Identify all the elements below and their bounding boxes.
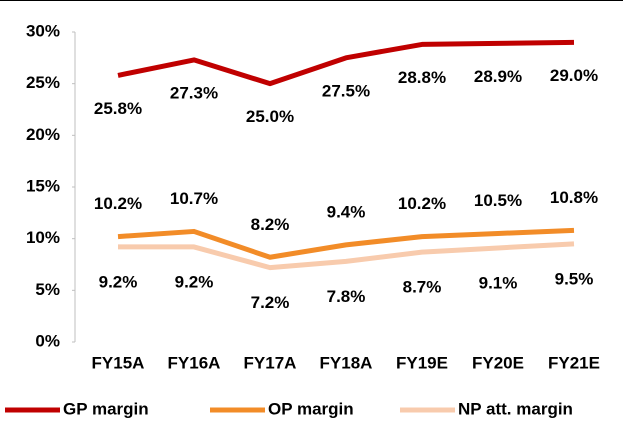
data-label: 9.4%	[327, 202, 366, 221]
data-label: 10.8%	[550, 188, 598, 207]
data-label: 8.7%	[403, 278, 442, 297]
data-label: 28.9%	[474, 67, 522, 86]
data-label: 27.5%	[322, 81, 370, 100]
data-label: 10.2%	[94, 194, 142, 213]
y-tick-label: 10%	[26, 228, 60, 247]
x-tick-label: FY19E	[396, 353, 448, 372]
legend-label: OP margin	[268, 399, 354, 418]
legend-label: GP margin	[63, 399, 149, 418]
data-label: 7.8%	[327, 287, 366, 306]
x-tick-label: FY16A	[168, 353, 221, 372]
x-tick-label: FY20E	[472, 353, 524, 372]
data-label: 27.3%	[170, 83, 218, 102]
series-line	[117, 227, 575, 260]
y-tick-label: 0%	[35, 331, 60, 350]
x-tick-label: FY17A	[244, 353, 297, 372]
x-tick-label: FY21E	[548, 353, 600, 372]
data-label: 29.0%	[550, 66, 598, 85]
data-label: 10.7%	[170, 189, 218, 208]
y-tick-label: 20%	[26, 125, 60, 144]
x-tick-label: FY18A	[320, 353, 373, 372]
y-tick-label: 15%	[26, 176, 60, 195]
data-label: 9.5%	[555, 269, 594, 288]
data-label: 9.1%	[479, 273, 518, 292]
data-label: 9.2%	[175, 272, 214, 291]
legend-label: NP att. margin	[458, 399, 573, 418]
y-tick-label: 5%	[35, 280, 60, 299]
data-label: 8.2%	[251, 215, 290, 234]
data-label: 9.2%	[99, 272, 138, 291]
data-label: 10.2%	[398, 194, 446, 213]
data-label: 10.5%	[474, 191, 522, 210]
y-tick-label: 25%	[26, 73, 60, 92]
series-line	[118, 241, 575, 271]
x-tick-label: FY15A	[92, 353, 145, 372]
data-label: 7.2%	[251, 293, 290, 312]
series-line	[117, 39, 575, 87]
data-label: 28.8%	[398, 68, 446, 87]
data-label: 25.8%	[94, 99, 142, 118]
y-tick-label: 30%	[26, 21, 60, 40]
data-label: 25.0%	[246, 107, 294, 126]
